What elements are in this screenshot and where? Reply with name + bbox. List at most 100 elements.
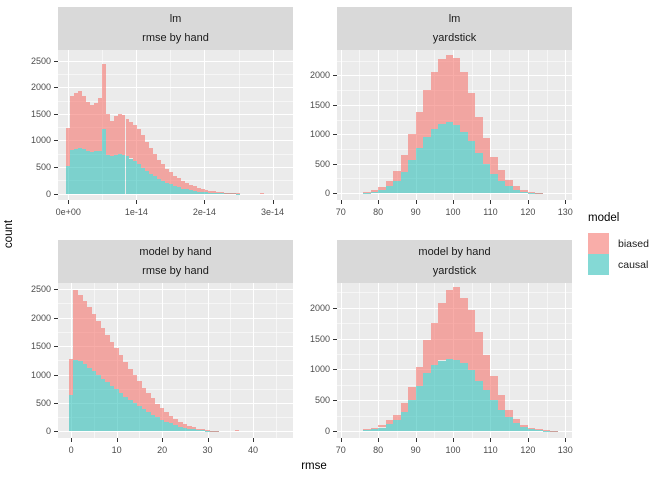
histogram-bar-biased [482, 138, 491, 165]
histogram-bar-biased [109, 121, 114, 156]
histogram-bar-causal [173, 425, 178, 432]
strip-label-bottom: rmse by hand [142, 264, 209, 277]
histogram-bar-causal [105, 154, 110, 194]
histogram-bar-biased [161, 164, 165, 181]
histogram-bar-biased [117, 113, 122, 155]
y-axis: 0 500 1000 1500 2000 2500 [18, 50, 58, 200]
histogram-bar-biased [180, 180, 185, 189]
facet-strip: lm rmse by hand [58, 7, 293, 50]
histogram-bar-biased [100, 327, 106, 379]
histogram-bar-causal [121, 154, 126, 194]
histogram-bar-biased [172, 175, 177, 186]
histogram-bar-biased [82, 95, 86, 150]
histogram-bar-biased [176, 178, 181, 188]
x-tick-label: 120 [520, 445, 536, 455]
histogram-bar-biased [200, 429, 206, 431]
gridline-minor-h [58, 388, 293, 390]
gridline-minor-v [359, 283, 361, 438]
y-tick-label: 0 [324, 188, 330, 199]
histogram-bar-biased [216, 191, 221, 194]
histogram-bar-biased [129, 121, 134, 159]
histogram-bar-causal [96, 374, 101, 432]
histogram-bar-biased [66, 128, 71, 167]
histogram-bar-biased [400, 403, 409, 413]
histogram-bar-causal [408, 400, 416, 432]
x-tick [453, 200, 454, 204]
x-tick [378, 200, 380, 204]
histogram-bar-biased [208, 190, 213, 193]
plot-panel [58, 50, 293, 200]
gridline-minor-h [58, 360, 293, 362]
histogram-bar-biased [393, 170, 401, 181]
y-tick [54, 289, 58, 291]
y-axis: 0 500 1000 1500 2000 [295, 50, 337, 200]
histogram-bar-causal [100, 378, 106, 432]
histogram-bar-causal [196, 191, 201, 194]
y-tick [333, 369, 337, 371]
gridline-major-v [527, 283, 529, 438]
histogram-bar-biased [114, 348, 119, 390]
y-tick [54, 193, 58, 195]
y-tick-label: 500 [314, 395, 330, 406]
histogram-bar-biased [370, 190, 379, 192]
y-tick [333, 431, 337, 433]
histogram-bar-causal [153, 176, 158, 194]
histogram-bar-biased [408, 387, 416, 401]
x-tick-label: 130 [557, 445, 573, 455]
strip-label-top: lm [448, 12, 461, 25]
histogram-bar-causal [157, 178, 162, 194]
x-tick-label: 10 [111, 445, 122, 455]
histogram-bar-causal [93, 151, 98, 194]
histogram-bar-causal [370, 428, 379, 432]
x-axis: 70 80 90 100 110 120 130 [336, 200, 573, 224]
gridline-minor-v [509, 283, 511, 438]
x-tick-label: 2e-14 [192, 207, 216, 217]
y-tick-label: 2500 [30, 284, 51, 295]
histogram-bar-causal [73, 360, 78, 432]
gridline-minor-v [275, 283, 277, 438]
histogram-bar-causal [87, 367, 92, 432]
histogram-bar-biased [150, 398, 156, 415]
x-tick-label: 130 [557, 207, 573, 217]
histogram-bar-biased [467, 310, 476, 370]
gridline-major-v [527, 50, 529, 200]
x-tick-label: 1e-14 [124, 207, 148, 217]
histogram-bar-biased [109, 341, 115, 386]
y-tick-label: 2000 [309, 70, 330, 81]
facet-model-by-hand-rmse-by-hand: model by hand rmse by hand 0 500 1000 1500 2… [18, 240, 293, 462]
facet-lm-rmse-by-hand: lm rmse by hand 0 500 1000 1500 2000 2500 0e+… [18, 7, 293, 224]
histogram-bar-biased [182, 424, 188, 428]
histogram-bar-biased [123, 362, 128, 397]
x-tick [68, 200, 70, 204]
strip-label-bottom: rmse by hand [142, 31, 209, 44]
histogram-bar-causal [172, 186, 177, 194]
histogram-bar-biased [438, 59, 446, 124]
facet-model-by-hand-yardstick: model by hand yardstick 0 500 1000 1500 2000… [295, 240, 573, 462]
histogram-bar-biased [453, 58, 461, 125]
y-axis: 0 500 1000 1500 2000 2500 [18, 283, 58, 438]
histogram-bar-causal [133, 161, 138, 194]
y-tick-label: 1500 [309, 99, 330, 110]
gridline-minor-h [58, 73, 293, 75]
y-tick [54, 140, 58, 142]
histogram-bar-biased [453, 287, 461, 360]
gridline-major-v [340, 50, 342, 200]
histogram-bar-biased [159, 408, 165, 420]
histogram-bar-causal [78, 361, 83, 432]
histogram-bar-causal [149, 173, 154, 194]
histogram-bar-causal [128, 400, 133, 432]
gridline-minor-v [546, 283, 548, 438]
y-tick [54, 60, 58, 62]
histogram-bar-biased [70, 96, 75, 150]
y-tick [333, 400, 337, 402]
histogram-bar-biased [490, 376, 498, 401]
strip-label-top: model by hand [418, 245, 491, 258]
histogram-bar-biased [205, 430, 210, 431]
x-axis: 0 10 20 30 40 [58, 438, 293, 462]
histogram-bar-biased [78, 90, 83, 149]
histogram-bar-causal [114, 389, 119, 432]
histogram-bar-biased [520, 189, 528, 192]
y-tick [54, 113, 58, 115]
x-tick-label: 100 [445, 445, 461, 455]
